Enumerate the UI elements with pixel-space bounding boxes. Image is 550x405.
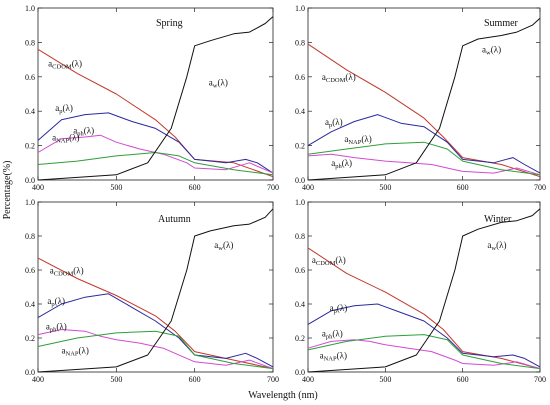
- series-line-cdom: [307, 247, 541, 370]
- y-tick-label: 0.8: [295, 232, 305, 241]
- y-tick-label: 0.4: [295, 300, 305, 309]
- plot-frame: [37, 7, 274, 181]
- series-line-nap: [37, 330, 274, 370]
- y-tick-label: 0.0: [295, 368, 305, 377]
- series-line-p: [37, 293, 274, 368]
- plot-frame: [37, 201, 274, 373]
- y-tick-label: 0.4: [295, 107, 305, 116]
- chart-panel-winter: 400 500 600 700 0.0 0.2 0.4 0.6 0.8 1.0 Winter aCDO…: [295, 198, 546, 384]
- series-line-ph: [37, 329, 274, 370]
- y-tick-label: 0.0: [295, 176, 305, 185]
- x-tick-label: 700: [267, 183, 279, 192]
- y-axis-title: Percentage(%): [2, 161, 13, 220]
- x-tick-label: 400: [302, 183, 314, 192]
- x-tick-label: 500: [379, 183, 391, 192]
- curve-label-p: ap(λ): [330, 303, 348, 315]
- y-tick-label: 0.6: [25, 73, 35, 82]
- y-tick-label: 0.2: [25, 142, 35, 151]
- curve-label-p: ap(λ): [55, 103, 73, 115]
- panel-title: Summer: [484, 18, 519, 29]
- curve-label-w: aw(λ): [214, 240, 233, 252]
- curve-label-p: ap(λ): [325, 117, 343, 129]
- curve-label-nap: aNAP(λ): [344, 134, 371, 146]
- y-tick-label: 0.8: [25, 232, 35, 241]
- series-line-cdom: [307, 43, 541, 178]
- curve-label-cdom: aCDOM(λ): [48, 58, 82, 70]
- y-tick-label: 0.0: [25, 176, 35, 185]
- curve-label-nap: aNAP(λ): [320, 350, 347, 362]
- y-tick-label: 0.6: [295, 266, 305, 275]
- chart-panel-summer: 400 500 600 700 0.0 0.2 0.4 0.6 0.8 1.0 Summer aCDO…: [295, 4, 546, 192]
- x-tick-label: 400: [302, 375, 314, 384]
- curve-label-ph: aph(λ): [322, 328, 343, 340]
- curve-label-nap: aNAP(λ): [52, 132, 79, 144]
- x-tick-label: 400: [32, 375, 44, 384]
- y-tick-label: 0.2: [295, 334, 305, 343]
- series-line-w: [37, 16, 274, 181]
- x-tick-label: 500: [110, 375, 122, 384]
- y-tick-label: 0.2: [25, 334, 35, 343]
- plot-frame: [307, 201, 541, 373]
- curve-label-nap: aNAP(λ): [62, 345, 89, 357]
- y-tick-label: 0.8: [25, 38, 35, 47]
- series-line-cdom: [37, 257, 274, 370]
- curve-label-w: aw(λ): [482, 45, 501, 57]
- x-tick-label: 500: [110, 183, 122, 192]
- series-line-p: [307, 303, 541, 368]
- y-tick-label: 0.8: [295, 38, 305, 47]
- series-line-ph: [307, 153, 541, 176]
- x-tick-label: 600: [457, 375, 469, 384]
- curve-label-ph: aph(λ): [46, 322, 67, 334]
- y-tick-label: 1.0: [25, 198, 35, 207]
- panel-title: Autumn: [158, 214, 191, 225]
- curve-label-w: aw(λ): [487, 240, 506, 252]
- panel-title: Winter: [484, 214, 512, 225]
- x-tick-label: 700: [534, 375, 546, 384]
- panels: 400 500 600 700 0.0 0.2 0.4 0.6 0.8 1.0 Spring aCDO…: [25, 4, 546, 384]
- series-line-w: [307, 208, 541, 373]
- curve-label-ph: aph(λ): [331, 158, 352, 170]
- y-tick-label: 0.4: [25, 300, 35, 309]
- y-tick-label: 0.2: [295, 142, 305, 151]
- y-tick-label: 0.0: [25, 368, 35, 377]
- series-line-nap: [37, 152, 274, 176]
- y-tick-label: 1.0: [295, 198, 305, 207]
- x-tick-label: 400: [32, 183, 44, 192]
- series-line-nap: [307, 141, 541, 176]
- y-tick-label: 0.6: [25, 266, 35, 275]
- chart-panel-spring: 400 500 600 700 0.0 0.2 0.4 0.6 0.8 1.0 Spring aCDO…: [25, 4, 279, 192]
- y-tick-label: 1.0: [295, 4, 305, 13]
- curve-label-p: ap(λ): [47, 296, 65, 308]
- series-line-nap: [307, 334, 541, 370]
- x-tick-label: 600: [189, 375, 201, 384]
- x-tick-label: 600: [189, 183, 201, 192]
- curve-label-ph: aph(λ): [73, 126, 94, 138]
- y-tick-label: 1.0: [25, 4, 35, 13]
- series-line-w: [37, 208, 274, 373]
- x-tick-label: 500: [379, 375, 391, 384]
- curve-label-cdom: aCDOM(λ): [322, 72, 356, 84]
- y-tick-label: 0.4: [25, 107, 35, 116]
- curve-label-cdom: aCDOM(λ): [312, 255, 346, 267]
- y-tick-label: 0.6: [295, 73, 305, 82]
- curve-label-cdom: aCDOM(λ): [50, 265, 84, 277]
- panel-title: Spring: [156, 18, 183, 29]
- x-tick-label: 700: [267, 375, 279, 384]
- x-tick-label: 700: [534, 183, 546, 192]
- x-axis-title: Wavelength (nm): [248, 390, 317, 401]
- series-line-w: [307, 17, 541, 181]
- series-line-p: [37, 112, 274, 174]
- plot-frame: [307, 7, 541, 181]
- x-tick-label: 600: [457, 183, 469, 192]
- chart-panel-autumn: 400 500 600 700 0.0 0.2 0.4 0.6 0.8 1.0 Autumn aCDO…: [25, 198, 279, 384]
- curve-label-w: aw(λ): [209, 77, 228, 89]
